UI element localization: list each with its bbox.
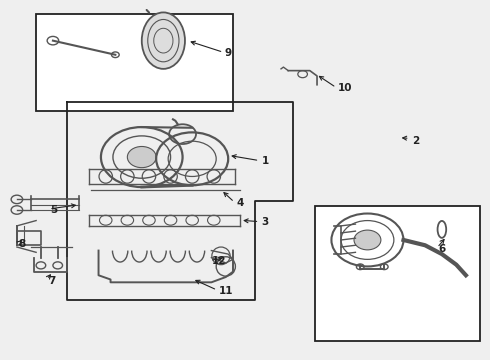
Text: 4: 4 xyxy=(236,198,244,208)
Text: 9: 9 xyxy=(225,48,232,58)
Text: 7: 7 xyxy=(48,275,55,285)
Text: 12: 12 xyxy=(211,256,226,266)
Text: 3: 3 xyxy=(262,217,269,227)
Circle shape xyxy=(354,230,381,250)
Circle shape xyxy=(127,147,156,168)
Text: 11: 11 xyxy=(219,286,233,296)
Ellipse shape xyxy=(142,12,185,69)
Bar xyxy=(315,206,480,341)
Bar xyxy=(36,14,233,111)
Text: 5: 5 xyxy=(50,205,58,215)
Text: 2: 2 xyxy=(412,136,419,146)
Text: 10: 10 xyxy=(338,83,352,93)
Text: 6: 6 xyxy=(439,244,446,254)
Text: 1: 1 xyxy=(262,156,269,166)
Text: 8: 8 xyxy=(18,239,25,248)
